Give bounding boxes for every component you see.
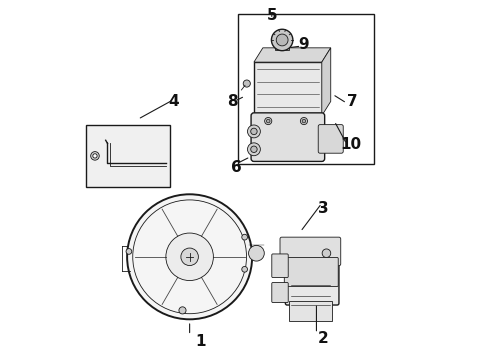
Bar <box>254 62 322 116</box>
Bar <box>275 41 289 50</box>
FancyBboxPatch shape <box>284 257 338 287</box>
Text: 5: 5 <box>267 8 277 23</box>
Circle shape <box>179 307 186 314</box>
Circle shape <box>271 29 293 51</box>
Text: 2: 2 <box>318 332 329 346</box>
Circle shape <box>93 154 97 158</box>
Circle shape <box>126 249 132 254</box>
Bar <box>289 301 332 321</box>
Circle shape <box>91 152 99 160</box>
Circle shape <box>251 128 257 135</box>
Circle shape <box>242 234 247 240</box>
Circle shape <box>265 117 272 125</box>
Circle shape <box>181 248 198 266</box>
Circle shape <box>302 119 306 123</box>
FancyBboxPatch shape <box>318 125 343 153</box>
Text: 3: 3 <box>318 201 329 216</box>
Circle shape <box>248 246 264 261</box>
Circle shape <box>322 249 331 257</box>
Polygon shape <box>254 48 331 62</box>
Circle shape <box>267 119 270 123</box>
Circle shape <box>166 233 213 280</box>
Text: 4: 4 <box>168 94 179 109</box>
Circle shape <box>127 194 252 319</box>
Text: 9: 9 <box>298 37 309 52</box>
FancyBboxPatch shape <box>272 283 288 302</box>
Circle shape <box>300 117 308 125</box>
FancyBboxPatch shape <box>280 237 341 266</box>
Text: 10: 10 <box>340 137 361 152</box>
Circle shape <box>243 80 250 87</box>
Text: 8: 8 <box>227 94 238 109</box>
Circle shape <box>251 146 257 153</box>
FancyBboxPatch shape <box>272 254 288 278</box>
Circle shape <box>242 266 247 272</box>
Bar <box>238 14 373 164</box>
FancyBboxPatch shape <box>251 113 325 161</box>
Text: 6: 6 <box>231 160 242 175</box>
Circle shape <box>247 143 260 156</box>
Text: 1: 1 <box>195 334 206 349</box>
Bar <box>86 125 170 187</box>
FancyBboxPatch shape <box>285 246 339 305</box>
Polygon shape <box>322 48 331 116</box>
Text: 7: 7 <box>347 94 358 109</box>
Circle shape <box>247 125 260 138</box>
Circle shape <box>276 34 288 46</box>
